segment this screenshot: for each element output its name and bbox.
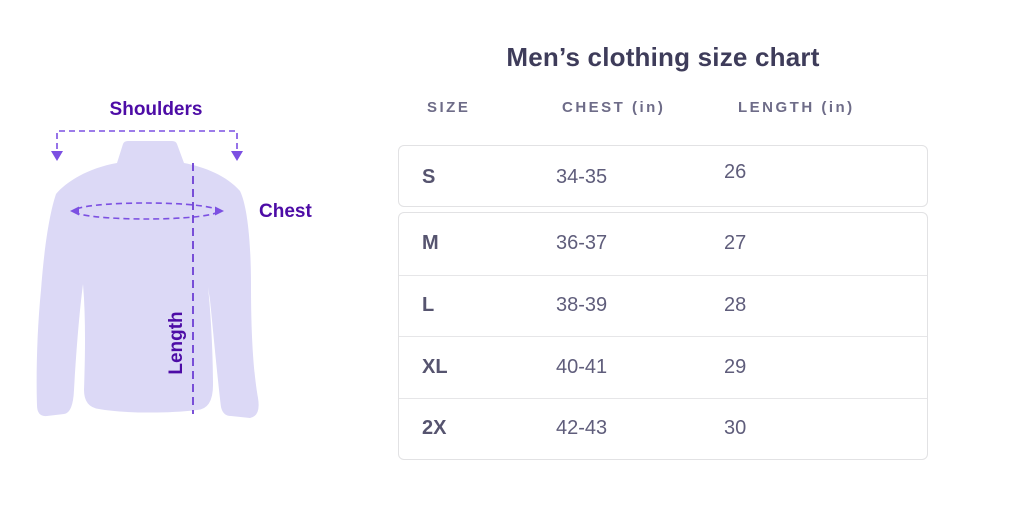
table-row: XL 40-41 29 [399,336,927,398]
length-cell: 28 [724,294,747,317]
table-card-top: S 34-35 26 [398,145,928,207]
column-header-size: SIZE [427,99,471,116]
column-header-length: LENGTH (in) [738,99,855,116]
length-cell: 26 [724,160,747,183]
size-cell: L [422,294,435,317]
chest-cell: 42-43 [556,417,608,440]
size-chart: Men’s clothing size chart SIZE CHEST (in… [398,0,928,514]
chest-arrow-right-icon [215,206,224,216]
chest-cell: 38-39 [556,294,608,317]
table-card-bottom: M 36-37 27 L 38-39 28 XL 40-41 29 2X 42-… [398,212,928,460]
page-title: Men’s clothing size chart [506,42,820,72]
shirt-illustration [36,130,259,418]
size-cell: M [422,232,439,255]
chest-cell: 40-41 [556,355,608,378]
table-row: 2X 42-43 30 [399,397,927,460]
chest-label: Chest [259,201,312,222]
size-cell: S [422,165,436,188]
table-header-row: SIZE CHEST (in) LENGTH (in) [398,99,928,116]
length-cell: 30 [724,417,747,440]
table-row: S 34-35 26 [399,146,927,208]
chest-cell: 34-35 [556,165,608,188]
chest-cell: 36-37 [556,232,608,255]
column-header-chest: CHEST (in) [562,99,666,116]
shoulders-label: Shoulders [109,99,203,120]
shoulders-arrow-left-icon [51,151,63,161]
length-cell: 27 [724,232,747,255]
table-row: M 36-37 27 [399,213,927,275]
chest-arrow-left-icon [70,206,79,216]
size-cell: 2X [422,417,447,440]
table-row: L 38-39 28 [399,274,927,337]
size-cell: XL [422,355,448,378]
shirt-shape [36,141,259,418]
shoulders-arrow-right-icon [231,151,243,161]
length-label: Length [166,311,187,375]
length-cell: 29 [724,355,747,378]
